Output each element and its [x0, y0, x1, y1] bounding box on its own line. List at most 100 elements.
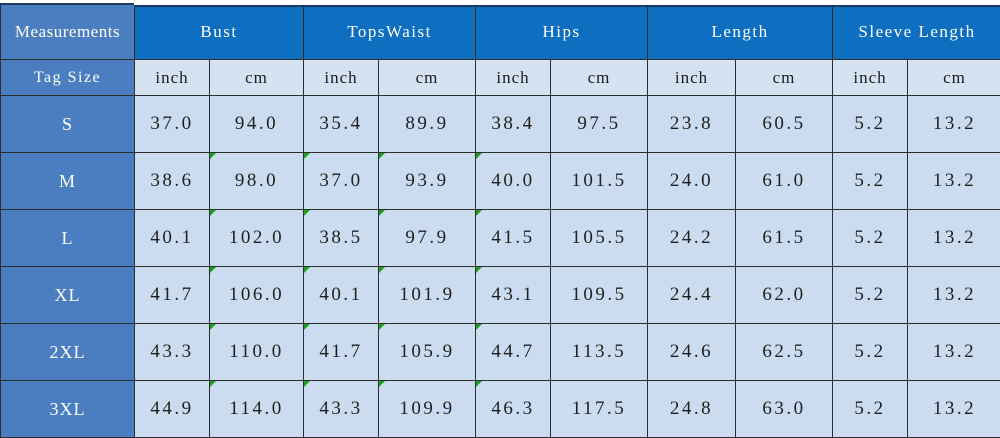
cell: 63.0 — [736, 381, 833, 438]
size-label: L — [1, 210, 135, 267]
unit-cell: inch — [304, 60, 379, 96]
unit-cell: cm — [379, 60, 476, 96]
cell: 37.0 — [304, 153, 379, 210]
unit-cell: cm — [551, 60, 648, 96]
green-corner-indicator-icon — [304, 153, 310, 159]
cell: 24.2 — [648, 210, 736, 267]
green-corner-indicator-icon — [210, 381, 216, 387]
cell: 98.0 — [210, 153, 304, 210]
cell: 24.0 — [648, 153, 736, 210]
size-row-xl: XL 41.7 106.0 40.1 101.9 43.1 109.5 24.4… — [1, 267, 1000, 324]
cell: 5.2 — [833, 381, 908, 438]
size-label: 2XL — [1, 324, 135, 381]
cell: 46.3 — [476, 381, 551, 438]
cell: 38.6 — [135, 153, 210, 210]
unit-header-row: Tag Size inch cm inch cm inch cm inch cm… — [1, 60, 1000, 96]
unit-cell: inch — [648, 60, 736, 96]
cell: 38.4 — [476, 96, 551, 153]
size-row-l: L 40.1 102.0 38.5 97.9 41.5 105.5 24.2 6… — [1, 210, 1000, 267]
cell: 23.8 — [648, 96, 736, 153]
size-label: 3XL — [1, 381, 135, 438]
cell: 97.5 — [551, 96, 648, 153]
green-corner-indicator-icon — [379, 267, 385, 273]
unit-cell: inch — [833, 60, 908, 96]
green-corner-indicator-icon — [304, 210, 310, 216]
cell: 24.8 — [648, 381, 736, 438]
cell: 37.0 — [135, 96, 210, 153]
green-corner-indicator-icon — [210, 210, 216, 216]
cell: 62.5 — [736, 324, 833, 381]
group-header-hips: Hips — [476, 4, 648, 60]
cell: 5.2 — [833, 324, 908, 381]
green-corner-indicator-icon — [210, 153, 216, 159]
cell: 44.7 — [476, 324, 551, 381]
cell: 41.7 — [135, 267, 210, 324]
unit-cell: cm — [736, 60, 833, 96]
cell: 94.0 — [210, 96, 304, 153]
cell: 93.9 — [379, 153, 476, 210]
top-white-strip — [134, 0, 1000, 7]
green-corner-indicator-icon — [210, 324, 216, 330]
cell: 43.3 — [304, 381, 379, 438]
size-label: S — [1, 96, 135, 153]
unit-cell: cm — [210, 60, 304, 96]
cell: 13.2 — [908, 210, 1000, 267]
cell: 38.5 — [304, 210, 379, 267]
cell: 101.9 — [379, 267, 476, 324]
size-chart-image: Measurements Bust TopsWaist Hips Length … — [0, 0, 1000, 420]
cell: 102.0 — [210, 210, 304, 267]
cell: 113.5 — [551, 324, 648, 381]
cell: 105.9 — [379, 324, 476, 381]
cell: 40.1 — [304, 267, 379, 324]
green-corner-indicator-icon — [379, 324, 385, 330]
cell: 60.5 — [736, 96, 833, 153]
size-row-m: M 38.6 98.0 37.0 93.9 40.0 101.5 24.0 61… — [1, 153, 1000, 210]
cell: 61.5 — [736, 210, 833, 267]
measurements-header-cell: Measurements — [1, 4, 135, 60]
group-header-bust: Bust — [135, 4, 304, 60]
green-corner-indicator-icon — [476, 267, 482, 273]
cell: 105.5 — [551, 210, 648, 267]
cell: 5.2 — [833, 267, 908, 324]
size-row-s: S 37.0 94.0 35.4 89.9 38.4 97.5 23.8 60.… — [1, 96, 1000, 153]
cell: 24.4 — [648, 267, 736, 324]
size-row-3xl: 3XL 44.9 114.0 43.3 109.9 46.3 117.5 24.… — [1, 381, 1000, 438]
cell: 109.9 — [379, 381, 476, 438]
cell: 35.4 — [304, 96, 379, 153]
group-header-topswaist: TopsWaist — [304, 4, 476, 60]
cell: 13.2 — [908, 381, 1000, 438]
green-corner-indicator-icon — [476, 210, 482, 216]
cell: 5.2 — [833, 96, 908, 153]
size-label: M — [1, 153, 135, 210]
cell: 43.3 — [135, 324, 210, 381]
unit-cell: inch — [135, 60, 210, 96]
green-corner-indicator-icon — [476, 153, 482, 159]
green-corner-indicator-icon — [476, 381, 482, 387]
cell: 61.0 — [736, 153, 833, 210]
cell: 114.0 — [210, 381, 304, 438]
cell: 5.2 — [833, 153, 908, 210]
unit-cell: cm — [908, 60, 1000, 96]
cell: 41.5 — [476, 210, 551, 267]
size-chart-table: Measurements Bust TopsWaist Hips Length … — [0, 3, 1000, 438]
green-corner-indicator-icon — [379, 153, 385, 159]
group-header-sleeve-length: Sleeve Length — [833, 4, 1000, 60]
group-header-length: Length — [648, 4, 833, 60]
cell: 110.0 — [210, 324, 304, 381]
green-corner-indicator-icon — [304, 381, 310, 387]
cell: 62.0 — [736, 267, 833, 324]
cell: 13.2 — [908, 324, 1000, 381]
cell: 13.2 — [908, 153, 1000, 210]
cell: 97.9 — [379, 210, 476, 267]
green-corner-indicator-icon — [476, 324, 482, 330]
cell: 24.6 — [648, 324, 736, 381]
cell: 40.0 — [476, 153, 551, 210]
green-corner-indicator-icon — [379, 210, 385, 216]
cell: 5.2 — [833, 210, 908, 267]
green-corner-indicator-icon — [304, 267, 310, 273]
cell: 40.1 — [135, 210, 210, 267]
cell: 13.2 — [908, 96, 1000, 153]
size-label: XL — [1, 267, 135, 324]
cell: 109.5 — [551, 267, 648, 324]
cell: 106.0 — [210, 267, 304, 324]
